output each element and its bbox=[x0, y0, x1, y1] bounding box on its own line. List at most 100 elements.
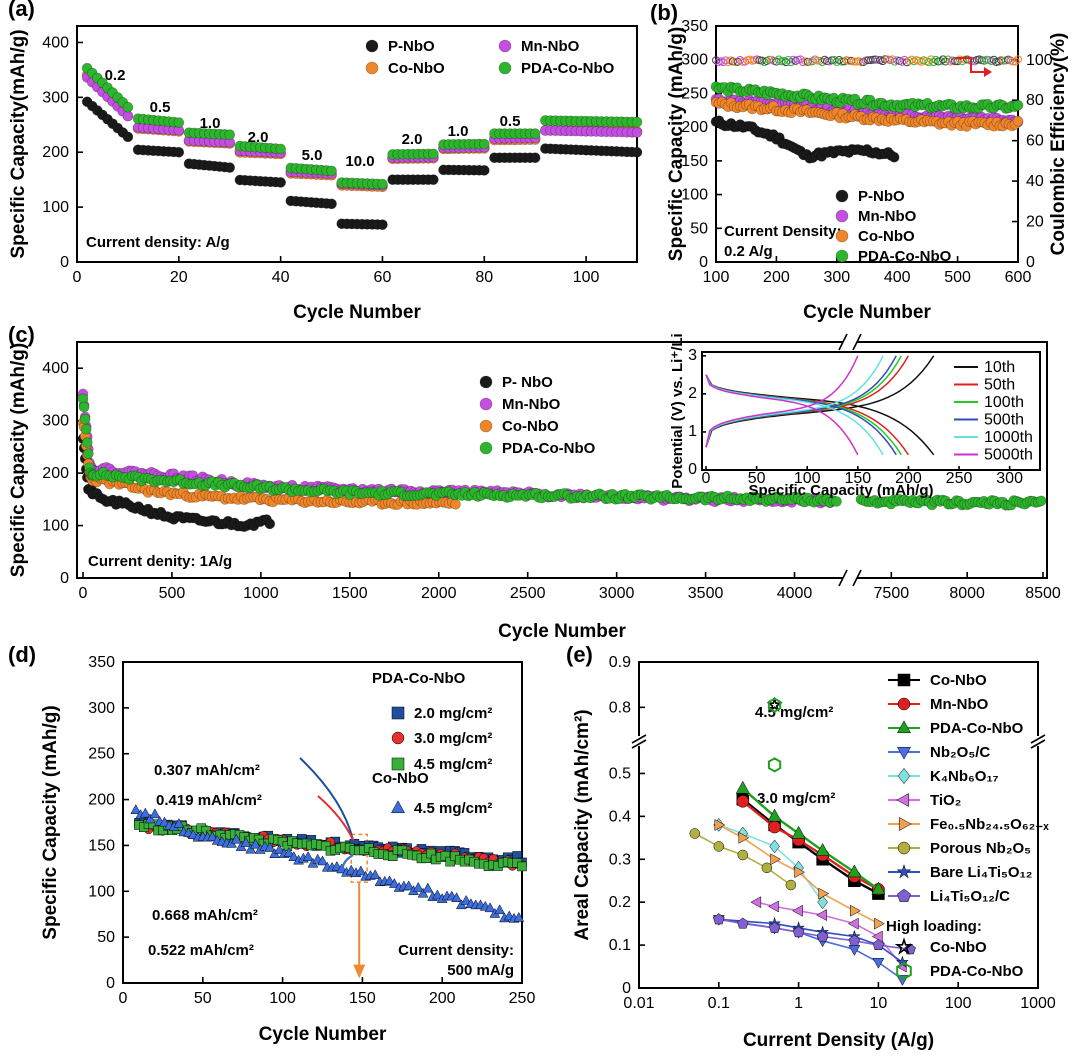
axis-break-mark bbox=[631, 734, 647, 744]
annotation: 4.5 mg/cm² bbox=[755, 704, 833, 721]
data-point bbox=[149, 808, 161, 819]
y-tick-label: 150 bbox=[88, 837, 115, 854]
ce-point bbox=[786, 58, 795, 67]
ce-point bbox=[927, 55, 936, 64]
ce-point bbox=[943, 55, 952, 64]
y-axis-label: Specific Capacity(mAh/g) bbox=[8, 29, 29, 258]
data-point bbox=[224, 162, 236, 173]
data-point bbox=[130, 804, 142, 814]
ce-arrow bbox=[956, 57, 984, 73]
y-tick-label: 0.1 bbox=[609, 937, 631, 954]
data-point bbox=[240, 837, 252, 847]
data-point bbox=[816, 930, 829, 942]
legend-marker bbox=[897, 841, 911, 855]
data-point bbox=[417, 887, 429, 898]
data-point bbox=[767, 757, 782, 773]
y-tick-label: 100 bbox=[42, 518, 69, 535]
data-point bbox=[426, 848, 436, 859]
rate-label: 1.0 bbox=[448, 123, 469, 140]
series-Porous Nb₂O₅ bbox=[689, 828, 797, 891]
legend-label: P-NbO bbox=[858, 188, 905, 205]
data-point bbox=[871, 930, 883, 943]
y-tick-label: 0 bbox=[106, 975, 115, 992]
data-point bbox=[872, 938, 885, 950]
legend-note: High loading: bbox=[886, 918, 982, 935]
axis-break-mark bbox=[852, 569, 862, 587]
x-tick-label: 0.01 bbox=[623, 995, 654, 1012]
data-point bbox=[387, 851, 398, 862]
data-point bbox=[1035, 495, 1047, 507]
x-tick-label: 150 bbox=[349, 990, 376, 1007]
data-point bbox=[173, 818, 185, 828]
x-axis-label: Current Density (A/g) bbox=[743, 1030, 934, 1051]
data-point bbox=[874, 917, 885, 930]
data-point bbox=[428, 148, 439, 160]
series-PDA-Co-NbO bbox=[81, 62, 643, 190]
legend-label: Bare Li₄Ti₅O₁₂ bbox=[930, 864, 1032, 881]
data-point bbox=[317, 855, 328, 866]
axis-break-mark bbox=[838, 333, 848, 351]
legend-marker bbox=[898, 816, 912, 832]
legend-marker bbox=[391, 757, 405, 771]
y-right-tick-label: 20 bbox=[1026, 214, 1044, 231]
panel-label-a: (a) bbox=[8, 0, 35, 21]
y-tick-label: 200 bbox=[88, 792, 115, 809]
legend-label: Co-NbO bbox=[502, 418, 559, 435]
legend-label: PDA-Co-NbO bbox=[521, 60, 615, 77]
x-tick-label: 1 bbox=[794, 995, 803, 1012]
legend-label: Mn-NbO bbox=[858, 208, 917, 225]
data-point bbox=[738, 831, 750, 844]
legend-marker bbox=[897, 888, 911, 902]
x-tick-label: 500 bbox=[159, 585, 186, 602]
legend-label: Mn-NbO bbox=[502, 396, 561, 413]
y-tick-label: 0 bbox=[60, 570, 69, 587]
series-Mn-NbO bbox=[736, 795, 885, 896]
panel-label-c: (c) bbox=[8, 322, 35, 347]
y-right-tick-label: 40 bbox=[1026, 173, 1044, 190]
x-tick-label: 2500 bbox=[510, 585, 546, 602]
annotation: 0.2 A/g bbox=[724, 243, 773, 260]
inset-y-tick-label: 2 bbox=[688, 385, 697, 402]
legend-label: Mn-NbO bbox=[521, 38, 580, 55]
rate-label: 1.0 bbox=[200, 115, 221, 132]
legend-label: P-NbO bbox=[388, 38, 435, 55]
data-point bbox=[767, 808, 782, 822]
y-tick-label: 0 bbox=[622, 980, 631, 997]
legend-label: Porous Nb₂O₅ bbox=[930, 840, 1031, 857]
legend-marker bbox=[479, 441, 493, 455]
data-point bbox=[336, 863, 348, 874]
callout-label: 0.307 mAh/cm² bbox=[154, 762, 260, 779]
data-point bbox=[872, 958, 885, 969]
series-PDA-Co-NbO bbox=[710, 81, 1024, 115]
data-point bbox=[513, 911, 525, 922]
data-point bbox=[494, 904, 506, 915]
legend-marker bbox=[479, 419, 493, 433]
data-point bbox=[1012, 115, 1024, 127]
legend-marker bbox=[835, 229, 849, 243]
legend-marker bbox=[896, 863, 912, 879]
data-point bbox=[440, 851, 451, 861]
x-tick-label: 0 bbox=[79, 585, 88, 602]
data-point bbox=[403, 880, 415, 891]
data-point bbox=[631, 116, 643, 128]
x-tick-label: 40 bbox=[272, 269, 290, 286]
data-point bbox=[768, 820, 781, 834]
rate-label: 10.0 bbox=[345, 153, 374, 170]
data-point bbox=[78, 401, 90, 413]
data-point bbox=[144, 813, 156, 824]
series-PDA-Co-NbO bbox=[735, 780, 886, 895]
y-tick-label: 0 bbox=[699, 254, 708, 271]
x-tick-label: 1000 bbox=[1020, 995, 1056, 1012]
data-point bbox=[818, 887, 830, 900]
plot-frame bbox=[122, 661, 523, 984]
legend-marker bbox=[498, 61, 512, 75]
data-point bbox=[224, 129, 236, 140]
annotation: Current Density: bbox=[724, 223, 842, 240]
data-point bbox=[517, 861, 527, 872]
legend-label: Co-NbO bbox=[858, 228, 915, 245]
inset-x-tick-label: 0 bbox=[702, 470, 711, 487]
rate-label: 2.0 bbox=[248, 129, 269, 146]
ce-point bbox=[738, 57, 747, 66]
data-point bbox=[79, 413, 91, 425]
data-point bbox=[529, 128, 541, 139]
